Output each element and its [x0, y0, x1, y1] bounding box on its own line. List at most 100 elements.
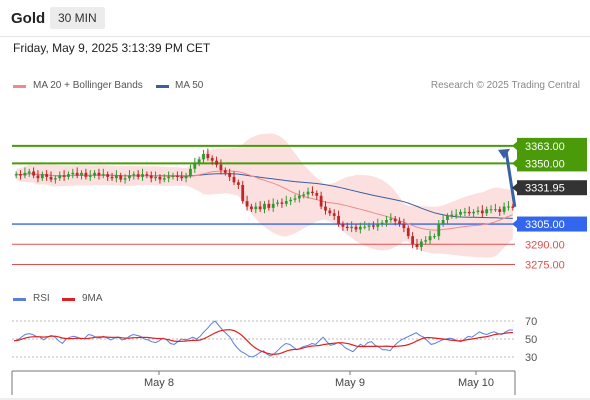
candle-body: [415, 244, 419, 247]
candle-body: [419, 241, 423, 247]
candle-body: [428, 236, 432, 241]
candle-body: [276, 202, 279, 204]
price-tag-notch: [512, 219, 518, 230]
candle-body: [110, 176, 114, 179]
candle-body: [202, 153, 205, 160]
projection-arrowhead: [498, 148, 510, 159]
candle-body: [215, 160, 218, 165]
candle-body: [358, 226, 362, 230]
candle-body: [433, 236, 436, 238]
candle-body: [263, 203, 266, 210]
candle-body: [236, 182, 240, 185]
candle-body: [376, 224, 380, 227]
ma50-legend-label: MA 50: [175, 80, 204, 91]
candle-body: [302, 194, 306, 196]
candle-body: [45, 174, 49, 177]
candle-body: [223, 170, 227, 173]
candle-body: [393, 218, 397, 222]
candle-body: [280, 202, 284, 204]
candle-body: [149, 175, 153, 179]
price-tag-notch: [512, 182, 518, 193]
candle-body: [485, 209, 489, 214]
candle-body: [219, 164, 223, 171]
candle-body: [49, 176, 53, 180]
candle-body: [232, 176, 236, 183]
candle-body: [228, 172, 232, 177]
candle-body: [62, 175, 66, 177]
candle-body: [245, 201, 249, 207]
candle-body: [367, 225, 371, 227]
price-tag-box: [517, 180, 587, 196]
rsi-ma-legend-label: 9MA: [82, 293, 103, 304]
candle-body: [502, 206, 506, 212]
credit-text: Research © 2025 Trading Central: [430, 80, 580, 91]
candle-body: [437, 224, 441, 237]
candle-body: [350, 226, 354, 229]
rsi-ma-legend-swatch: [62, 298, 75, 301]
candle-body: [36, 175, 40, 179]
candle-body: [511, 206, 515, 208]
candle-body: [119, 175, 123, 180]
chart-header: Gold 30 MIN: [0, 0, 590, 37]
candle-body: [398, 221, 401, 225]
rsi-ma-line: [13, 329, 514, 355]
ma20-legend-swatch: [13, 85, 26, 88]
bollinger-band: [16, 133, 513, 258]
candle-body: [189, 168, 192, 176]
candle-body: [402, 224, 406, 229]
candle-body: [441, 220, 445, 225]
candle-body: [84, 172, 88, 177]
candle-body: [158, 176, 162, 180]
candle-body: [411, 236, 415, 245]
candle-body: [180, 176, 184, 179]
candle-body: [480, 210, 484, 214]
candle-body: [446, 215, 449, 220]
price-tag-notch: [512, 158, 518, 169]
candle-body: [389, 218, 393, 220]
candle-body: [459, 211, 462, 215]
candle-body: [472, 211, 476, 214]
x-tick-label-May-8: May 8: [144, 377, 174, 389]
price-tag-notch: [512, 140, 518, 151]
candle-body: [53, 178, 57, 180]
candle-body: [27, 171, 31, 173]
candle-body: [306, 191, 310, 195]
candle-body: [493, 209, 497, 211]
rsi-tick-70: 70: [525, 316, 537, 328]
candle-body: [328, 210, 332, 214]
support-label-3275.00: 3275.00: [525, 259, 565, 271]
candle-body: [297, 195, 301, 199]
candle-body: [19, 174, 22, 176]
candle-body: [128, 175, 131, 179]
candle-body: [385, 220, 388, 223]
candle-body: [254, 206, 258, 210]
candle-body: [341, 224, 345, 227]
candle-body: [75, 172, 79, 176]
candle-body: [88, 175, 92, 177]
candle-body: [311, 191, 314, 194]
candle-body: [175, 175, 179, 177]
candle-body: [424, 240, 428, 242]
price-tag-3350.00: 3350.00: [525, 158, 565, 170]
candle-body: [197, 159, 201, 164]
candle-body: [315, 193, 319, 196]
price-tag-3331.95: 3331.95: [525, 183, 565, 195]
candle-body: [106, 174, 110, 177]
price-tag-box: [517, 216, 587, 232]
candle-body: [467, 211, 471, 214]
candle-body: [154, 176, 157, 179]
candle-body: [498, 209, 502, 212]
candle-body: [372, 225, 375, 227]
candle-body: [167, 176, 171, 179]
candle-body: [476, 210, 480, 212]
candle-body: [324, 206, 327, 211]
candle-body: [58, 175, 62, 179]
candle-body: [71, 172, 75, 175]
timeframe-button[interactable]: 30 MIN: [50, 7, 105, 29]
candle-body: [210, 158, 214, 161]
ma50-legend-swatch: [156, 85, 169, 88]
candle-body: [250, 206, 253, 210]
rsi-legend-swatch: [13, 298, 26, 301]
candle-body: [171, 175, 175, 177]
rsi-tick-50: 50: [525, 334, 537, 346]
